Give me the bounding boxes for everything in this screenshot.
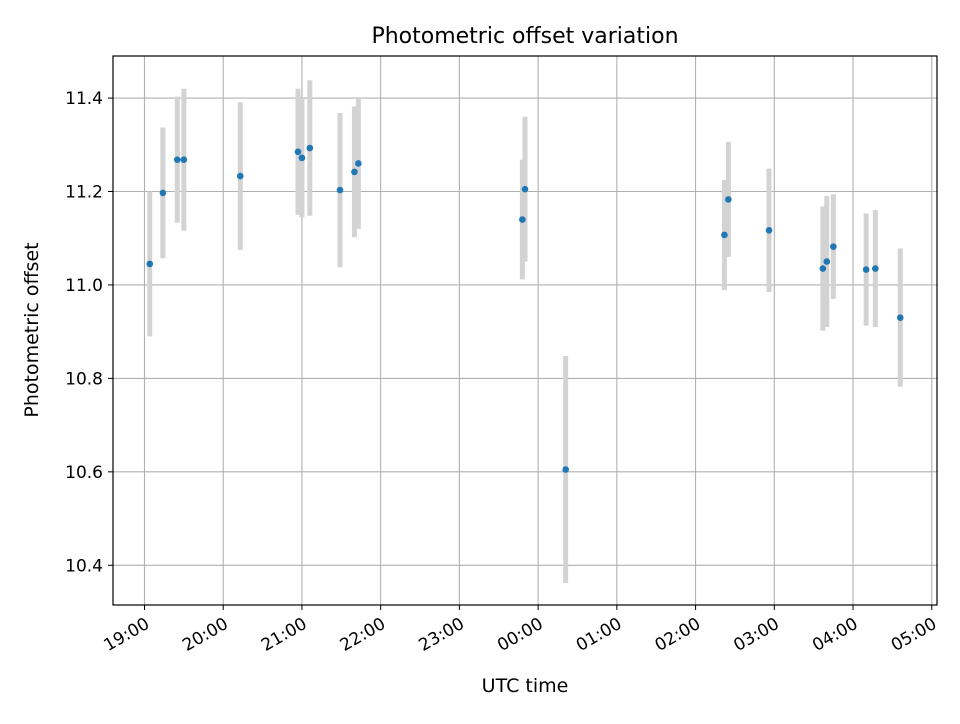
data-point [298, 154, 306, 162]
data-point [336, 186, 344, 194]
y-axis-label: Photometric offset [21, 242, 43, 417]
x-tick-label: 19:00 [101, 614, 153, 656]
x-axis-ticks: 19:00 20:00 21:00 22:00 23:00 00:00 01:00 02:00… [101, 605, 940, 656]
data-point [173, 156, 181, 164]
x-tick-label: 04:00 [809, 614, 861, 656]
error-bars [147, 80, 903, 584]
x-tick-label: 02:00 [652, 614, 704, 656]
x-axis-label: UTC time [482, 675, 569, 697]
x-tick-label: 23:00 [415, 614, 467, 656]
data-point [830, 243, 837, 250]
data-point [236, 172, 244, 180]
data-point [294, 148, 302, 156]
x-tick-label: 03:00 [730, 614, 782, 656]
data-point [355, 160, 362, 167]
x-tick-label: 22:00 [337, 614, 389, 656]
x-tick-label: 01:00 [573, 614, 625, 656]
data-point [862, 266, 870, 273]
data-points [146, 144, 904, 473]
x-tick-label: 05:00 [888, 614, 940, 656]
data-point [725, 196, 732, 203]
data-point [180, 156, 188, 164]
y-tick-label: 11.2 [65, 182, 103, 202]
data-point [872, 265, 879, 272]
data-point [819, 265, 827, 272]
data-point [306, 144, 314, 152]
x-tick-label: 20:00 [179, 614, 231, 656]
x-tick-label: 00:00 [494, 614, 546, 656]
data-point [765, 226, 773, 234]
data-point [146, 260, 154, 268]
data-point [351, 168, 358, 176]
y-axis-ticks: 10.4 10.6 10.8 11.0 11.2 11.4 [65, 89, 113, 576]
x-tick-label: 21:00 [258, 614, 310, 656]
chart-title: Photometric offset variation [371, 24, 678, 49]
grid [113, 56, 937, 605]
y-tick-label: 10.4 [65, 556, 103, 576]
plot-frame [112, 55, 938, 606]
y-tick-label: 11.0 [65, 276, 103, 296]
y-tick-label: 10.8 [65, 369, 103, 389]
data-point [521, 185, 529, 193]
y-tick-label: 11.4 [65, 89, 103, 109]
data-point [823, 258, 831, 265]
data-point [721, 231, 728, 239]
data-point [159, 189, 167, 197]
data-point [896, 314, 904, 321]
y-tick-label: 10.6 [65, 463, 103, 483]
data-point [562, 466, 569, 473]
data-point [519, 216, 526, 223]
